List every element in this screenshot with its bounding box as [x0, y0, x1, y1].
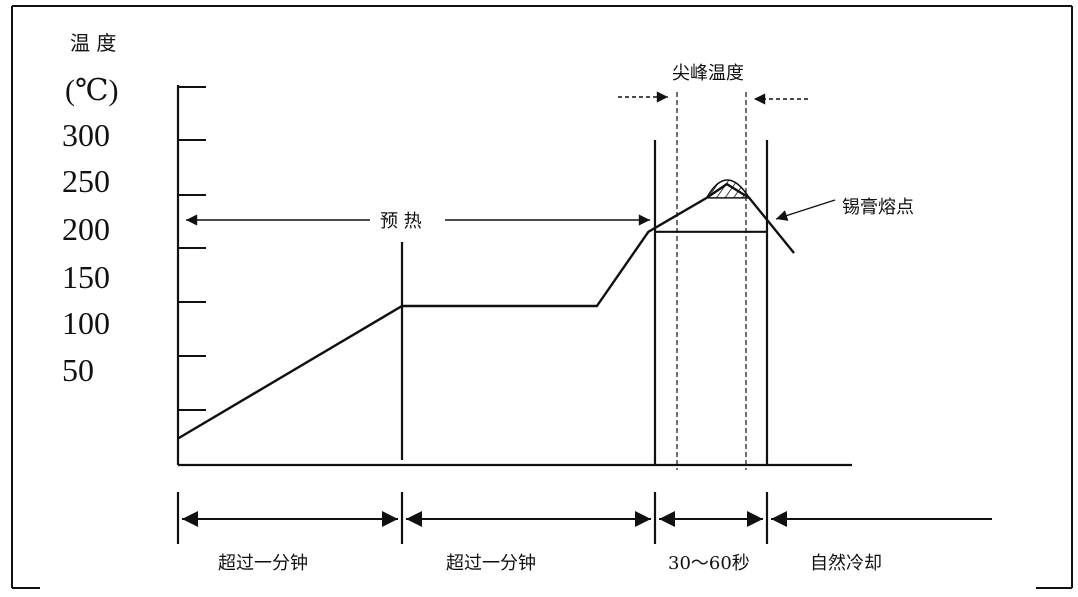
- y-tick-label: 300: [62, 117, 110, 153]
- y-axis-unit: (℃): [65, 74, 119, 107]
- y-ticks: 300 250 200 150 100 50: [62, 86, 206, 411]
- phase-2-label: 超过一分钟: [446, 553, 536, 574]
- phase-4-label: 自然冷却: [810, 553, 882, 574]
- y-tick-label: 200: [62, 211, 110, 247]
- peak-temp-label: 尖峰温度: [672, 63, 744, 84]
- y-tick-label: 250: [62, 163, 110, 199]
- phase-3-label: 30～60秒: [668, 553, 750, 574]
- y-tick-label: 100: [62, 305, 110, 341]
- preheat-label: 预 热: [380, 211, 422, 232]
- y-tick-label: 150: [62, 259, 110, 295]
- melting-point-arrow: [775, 199, 836, 221]
- temperature-curve: [177, 182, 795, 440]
- melting-point-label: 锡膏熔点: [842, 196, 914, 218]
- y-axis-title: 温 度: [70, 31, 116, 55]
- phase-1-label: 超过一分钟: [218, 553, 308, 574]
- y-tick-label: 50: [62, 352, 94, 388]
